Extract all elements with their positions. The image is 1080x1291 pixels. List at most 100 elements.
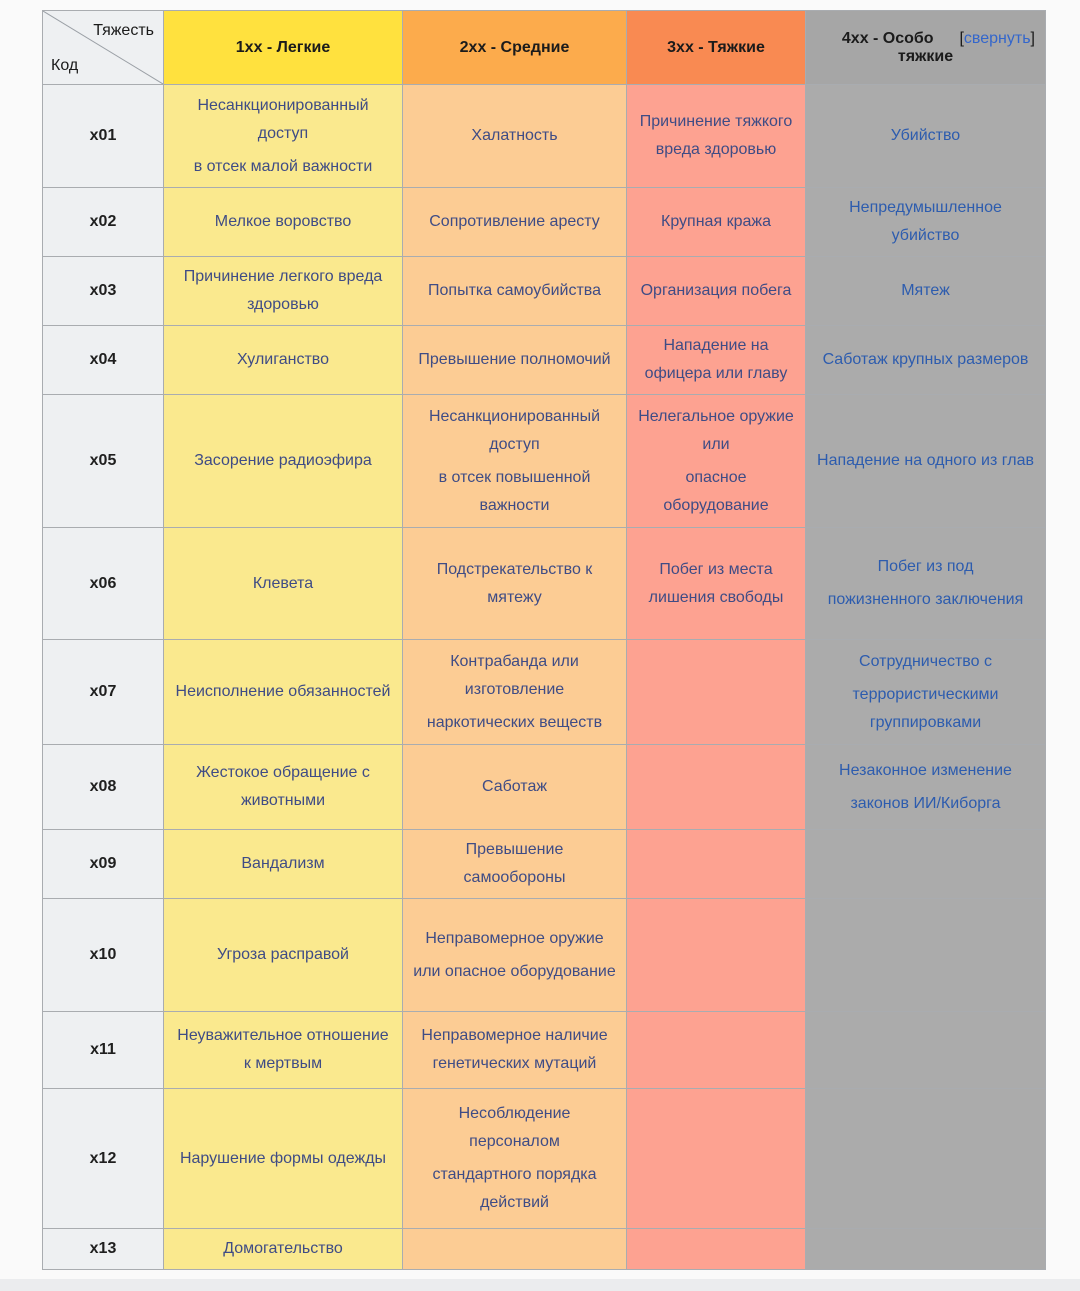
crime-cell [805,829,1046,899]
crime-link[interactable]: Побег из места лишения свободы [648,560,784,606]
crime-link[interactable]: Халатность [471,127,558,144]
crime-link[interactable]: Саботаж крупных размеров [822,351,1029,368]
corner-code-label: Код [51,57,79,74]
crime-link[interactable]: Несанкционированный доступ [197,96,369,142]
crime-link[interactable]: Убийство [890,127,961,144]
table-row: x08 Жестокое обращение с животными Саботаж… [42,744,1046,830]
crime-cell: Несанкционированный доступ в отсек малой … [163,84,403,188]
code-cell: x09 [42,829,164,899]
crime-cell: Нападение на одного из глав [805,394,1046,528]
crime-cell: Неправомерное наличие генетических мутац… [402,1011,627,1089]
crime-link[interactable]: опасное оборудование [663,468,769,514]
code-cell: x06 [42,527,164,640]
crime-link[interactable]: Превышение полномочий [418,351,611,368]
column-header-2xx: 2xx - Средние [402,10,627,85]
crime-link[interactable]: Неисполнение обязанностей [175,683,391,700]
crime-link[interactable]: наркотических веществ [426,713,603,731]
code-cell: x08 [42,744,164,830]
crime-link[interactable]: Мятеж [901,282,950,299]
code-cell: x02 [42,187,164,257]
crime-link[interactable]: Нападение на одного из глав [817,452,1034,469]
crime-link[interactable]: террористическими группировками [852,685,999,731]
corner-severity-label: Тяжесть [93,22,154,39]
table-row: x01 Несанкционированный доступ в отсек мал… [42,84,1046,188]
crime-link[interactable]: Неуважительное отношение к мертвым [177,1027,389,1072]
crime-link[interactable]: Жестокое обращение с животными [196,764,370,809]
crime-cell: Сопротивление аресту [402,187,627,257]
crime-cell [805,898,1046,1012]
code-cell: x10 [42,898,164,1012]
crime-link[interactable]: или опасное оборудование [413,962,616,980]
crime-link[interactable]: Клевета [252,574,314,592]
crime-cell: Халатность [402,84,627,188]
crime-link[interactable]: Организация побега [640,282,792,299]
crime-link[interactable]: Побег из под [877,558,974,575]
crime-link[interactable]: Непредумышленное убийство [849,199,1002,244]
table-row: x03 Причинение легкого вреда здоровью Попы… [42,256,1046,326]
crime-cell: Неправомерное оружие или опасное оборудов… [402,898,627,1012]
crime-link[interactable]: в отсек малой важности [193,157,373,175]
crime-cell: Непредумышленное убийство [805,187,1046,257]
crime-cell: Саботаж [402,744,627,830]
bracket-open: [ [959,29,964,47]
crime-link[interactable]: Нападение на офицера или главу [644,337,788,382]
code-cell: x07 [42,639,164,745]
crime-link[interactable]: Мелкое воровство [214,213,352,230]
collapse-toggle[interactable]: [свернуть] [959,30,1035,48]
crime-link[interactable]: Незаконное изменение [839,761,1012,779]
crime-cell: Неисполнение обязанностей [163,639,403,745]
crime-cell: Побег из под пожизненного заключения [805,527,1046,640]
crime-link[interactable]: Нарушение формы одежды [179,1149,387,1167]
crime-link[interactable]: Засорение радиоэфира [194,452,372,469]
crime-link[interactable]: Неправомерное наличие генетических мутац… [421,1027,608,1072]
crime-link[interactable]: Нелегальное оружие или [638,407,794,453]
crime-link[interactable]: Саботаж [481,778,548,795]
crime-link[interactable]: в отсек повышенной важности [438,468,591,514]
code-cell: x12 [42,1088,164,1229]
crime-link[interactable]: Причинение легкого вреда здоровью [183,268,383,313]
crime-cell: Мятеж [805,256,1046,326]
crime-cell [626,829,806,899]
crime-link[interactable]: пожизненного заключения [827,591,1024,608]
crime-cell: Нападение на офицера или главу [626,325,806,395]
crime-link[interactable]: Контрабанда или изготовление [450,652,579,698]
crime-link[interactable]: Сопротивление аресту [429,213,600,230]
crime-link[interactable]: Угроза расправой [217,946,349,963]
crime-link[interactable]: Домогательство [223,1240,343,1257]
crime-link[interactable]: Вандализм [241,855,325,872]
crime-cell: Мелкое воровство [163,187,403,257]
code-cell: x04 [42,325,164,395]
crime-link[interactable]: Попытка самоубийства [428,282,601,299]
column-header-3xx: 3xx - Тяжкие [626,10,806,85]
table-row: x02 Мелкое воровство Сопротивление аресту К… [42,187,1046,257]
crime-link[interactable]: законов ИИ/Киборга [850,794,1001,812]
corner-diagonal [43,11,163,84]
column-header-1xx: 1xx - Легкие [163,10,403,85]
code-cell: x03 [42,256,164,326]
crime-cell: Сотрудничество с террористическими группи… [805,639,1046,745]
collapse-link[interactable]: свернуть [963,29,1031,47]
code-cell: x05 [42,394,164,528]
corner-header-cell: Тяжесть Код [42,10,164,85]
crime-cell: Жестокое обращение с животными [163,744,403,830]
crime-link[interactable]: Несанкционированный доступ [428,407,601,453]
crime-cell: Организация побега [626,256,806,326]
crime-link[interactable]: Причинение тяжкого вреда здоровью [639,113,793,158]
crime-link[interactable]: Превышение самообороны [463,841,566,886]
crime-link[interactable]: Крупная кража [661,213,771,230]
crime-cell [626,1011,806,1089]
crime-link[interactable]: стандартного порядка действий [432,1166,597,1211]
crime-link[interactable]: Хулиганство [236,351,329,368]
crime-link[interactable]: Несоблюдение персоналом [458,1105,571,1150]
crime-link[interactable]: Подстрекательство к мятежу [436,560,593,606]
table-row: x09 Вандализм Превышение самообороны [42,829,1046,899]
crime-cell: Угроза расправой [163,898,403,1012]
table-body: x01 Несанкционированный доступ в отсек мал… [42,84,1046,1270]
column-header-4xx: [свернуть] 4xx - Особо тяжкие [805,10,1046,85]
table-row: x06 Клевета Подстрекательство к мятежу Побе… [42,527,1046,640]
code-cell: x13 [42,1228,164,1270]
crime-link[interactable]: Неправомерное оружие [425,929,604,947]
crime-link[interactable]: Сотрудничество с [859,652,992,670]
crime-cell: Попытка самоубийства [402,256,627,326]
